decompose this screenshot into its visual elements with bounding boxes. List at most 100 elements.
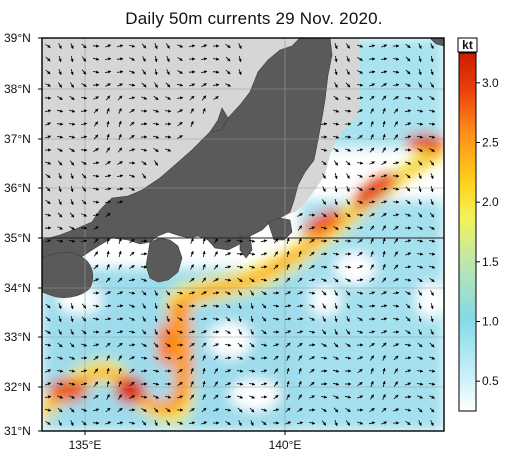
current-vector-arrow (370, 134, 374, 140)
current-vector-arrow (418, 68, 422, 76)
current-vector-arrow (153, 122, 160, 126)
current-vector-arrow (68, 122, 76, 126)
current-vector-arrow (298, 394, 302, 400)
current-vector-arrow (57, 407, 63, 413)
current-vector-arrow (70, 82, 74, 88)
current-vector-arrow (190, 238, 194, 244)
current-vector-arrow (106, 380, 110, 387)
current-vector-arrow (57, 226, 63, 230)
current-vector-arrow (142, 56, 146, 62)
current-vector-arrow (418, 186, 422, 193)
current-vector-arrow (140, 122, 148, 126)
current-vector-arrow (165, 407, 171, 413)
current-vector-arrow (58, 55, 62, 63)
current-vector-arrow (106, 367, 110, 374)
current-vector-arrow (202, 250, 206, 257)
current-vector-arrow (212, 70, 220, 74)
current-vector-arrow (166, 69, 170, 75)
current-vector-arrow (405, 291, 411, 295)
current-vector-arrow (129, 70, 136, 74)
current-vector-arrow (392, 304, 400, 308)
current-vector-arrow (428, 382, 436, 386)
current-vector-arrow (128, 44, 136, 48)
current-vector-arrow (177, 304, 183, 308)
current-vector-arrow (140, 356, 148, 360)
current-vector-arrow (70, 329, 74, 335)
colorbar-ticks: 0.5 1.0 1.5 2.0 2.5 3.0 (476, 76, 499, 388)
current-vector-arrow (81, 343, 88, 347)
colorbar-tick-label: 1.0 (482, 315, 499, 329)
current-vector-arrow (164, 395, 172, 399)
current-vector-arrow (357, 200, 363, 204)
current-vector-arrow (369, 394, 375, 400)
current-vector-arrow (237, 407, 243, 413)
current-vector-arrow (418, 329, 422, 335)
current-vector-arrow (382, 355, 386, 361)
current-vector-arrow (236, 252, 244, 256)
current-vector-arrow (394, 121, 398, 127)
current-vector-arrow (430, 186, 434, 193)
current-vector-arrow (70, 199, 74, 206)
current-vector-arrow (369, 225, 375, 231)
current-vector-arrow (321, 343, 327, 347)
current-vector-arrow (370, 367, 374, 374)
current-vector-arrow (57, 160, 63, 166)
current-vector-arrow (357, 44, 364, 48)
current-vector-arrow (57, 395, 64, 399)
current-vector-arrow (141, 343, 147, 347)
current-vector-arrow (418, 82, 422, 88)
current-vector-arrow (334, 82, 338, 88)
map-title: Daily 50m currents 29 Nov. 2020. (125, 9, 383, 28)
current-vector-arrow (117, 83, 123, 87)
current-vector-arrow (333, 369, 340, 373)
current-vector-arrow (369, 95, 375, 101)
current-vector-arrow (356, 213, 364, 217)
current-vector-arrow (166, 316, 170, 323)
current-vector-arrow (261, 420, 267, 426)
current-vector-arrow (105, 304, 112, 308)
current-vector-arrow (116, 44, 124, 48)
current-vector-arrow (273, 355, 279, 361)
current-vector-arrow (141, 420, 147, 426)
lat-label-36: 36°N (4, 181, 31, 195)
current-vector-arrow (45, 122, 51, 126)
current-vector-arrow (58, 69, 62, 76)
current-vector-arrow (393, 408, 400, 412)
current-vector-arrow (105, 212, 111, 218)
current-vector-arrow (214, 368, 218, 374)
current-vector-arrow (213, 238, 219, 244)
current-vector-arrow (273, 304, 280, 308)
current-vector-arrow (429, 160, 435, 166)
current-vector-arrow (297, 407, 303, 413)
current-vector-arrow (176, 96, 184, 100)
current-vector-arrow (165, 342, 171, 348)
current-vector-arrow (321, 212, 327, 218)
current-vector-arrow (213, 355, 219, 361)
current-vector-arrow (260, 382, 268, 386)
current-vector-arrow (297, 342, 303, 348)
current-vector-arrow (334, 316, 338, 323)
current-vector-arrow (213, 96, 219, 100)
current-vector-arrow (356, 278, 364, 282)
current-vector-arrow (129, 238, 135, 244)
current-vector-arrow (249, 277, 255, 283)
colorbar-tick-label: 3.0 (482, 76, 499, 90)
current-vector-arrow (286, 237, 290, 245)
current-vector-arrow (202, 380, 206, 387)
current-vector-arrow (286, 355, 290, 361)
current-vector-arrow (129, 265, 135, 269)
current-vector-arrow (93, 278, 99, 282)
current-vector-arrow (346, 303, 350, 309)
current-vector-arrow (405, 316, 411, 322)
current-vector-arrow (237, 239, 244, 243)
current-vector-arrow (237, 395, 244, 399)
current-vector-arrow (105, 95, 111, 101)
current-vector-arrow (212, 304, 220, 308)
current-vector-arrow (81, 135, 88, 139)
current-vector-arrow (81, 69, 87, 75)
current-vector-arrow (429, 148, 435, 152)
current-vector-arrow (357, 70, 363, 74)
current-vector-arrow (296, 304, 304, 308)
current-vector-arrow (189, 330, 196, 334)
current-vector-arrow (142, 69, 146, 75)
